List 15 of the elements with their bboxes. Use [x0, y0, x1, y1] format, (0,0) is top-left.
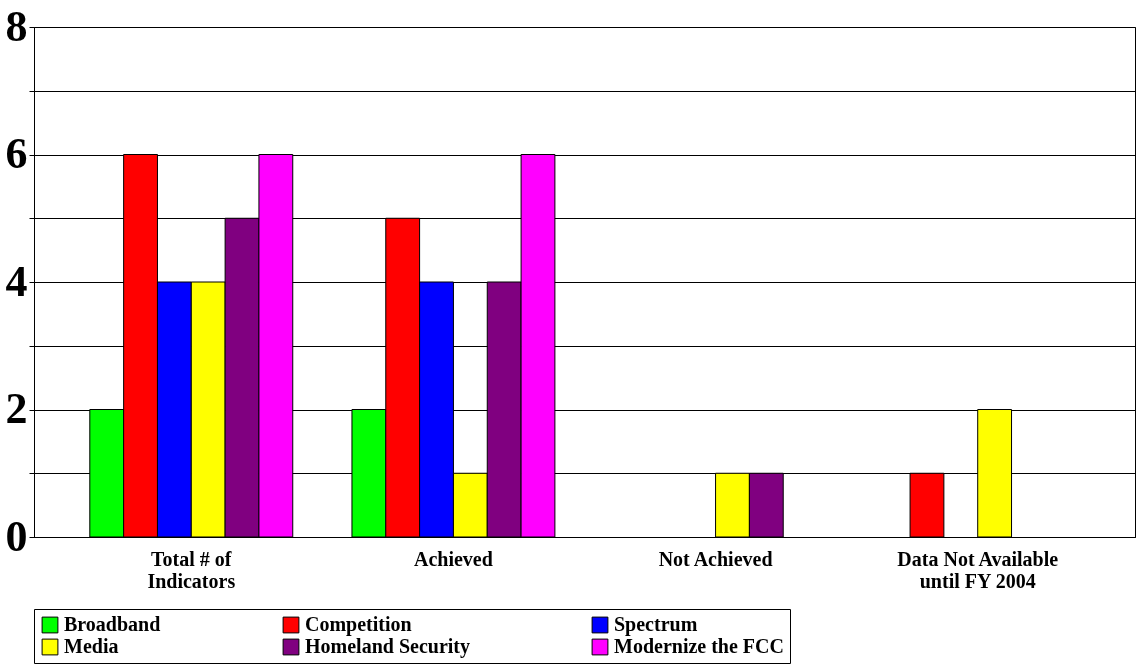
legend-label: Modernize the FCC	[614, 635, 784, 657]
x-tick-label: Not Achieved	[658, 547, 773, 570]
x-tick-label: Total # of Indicators	[147, 547, 236, 592]
y-tick-label: 8	[5, 1, 28, 51]
legend-label: Spectrum	[614, 613, 698, 636]
x-tick-label: Achieved	[413, 547, 493, 570]
y-tick-label: 4	[5, 256, 28, 306]
legend-label: Broadband	[64, 613, 161, 635]
y-tick-label: 0	[5, 511, 28, 561]
y-tick-label: 6	[5, 129, 28, 178]
x-tick-label: Data Not Available until FY 2004	[897, 547, 1059, 592]
legend-label: Homeland Security	[305, 635, 470, 658]
legend-label: Competition	[305, 613, 412, 636]
legend-label: Media	[64, 635, 119, 657]
y-tick-label: 2	[5, 384, 28, 433]
